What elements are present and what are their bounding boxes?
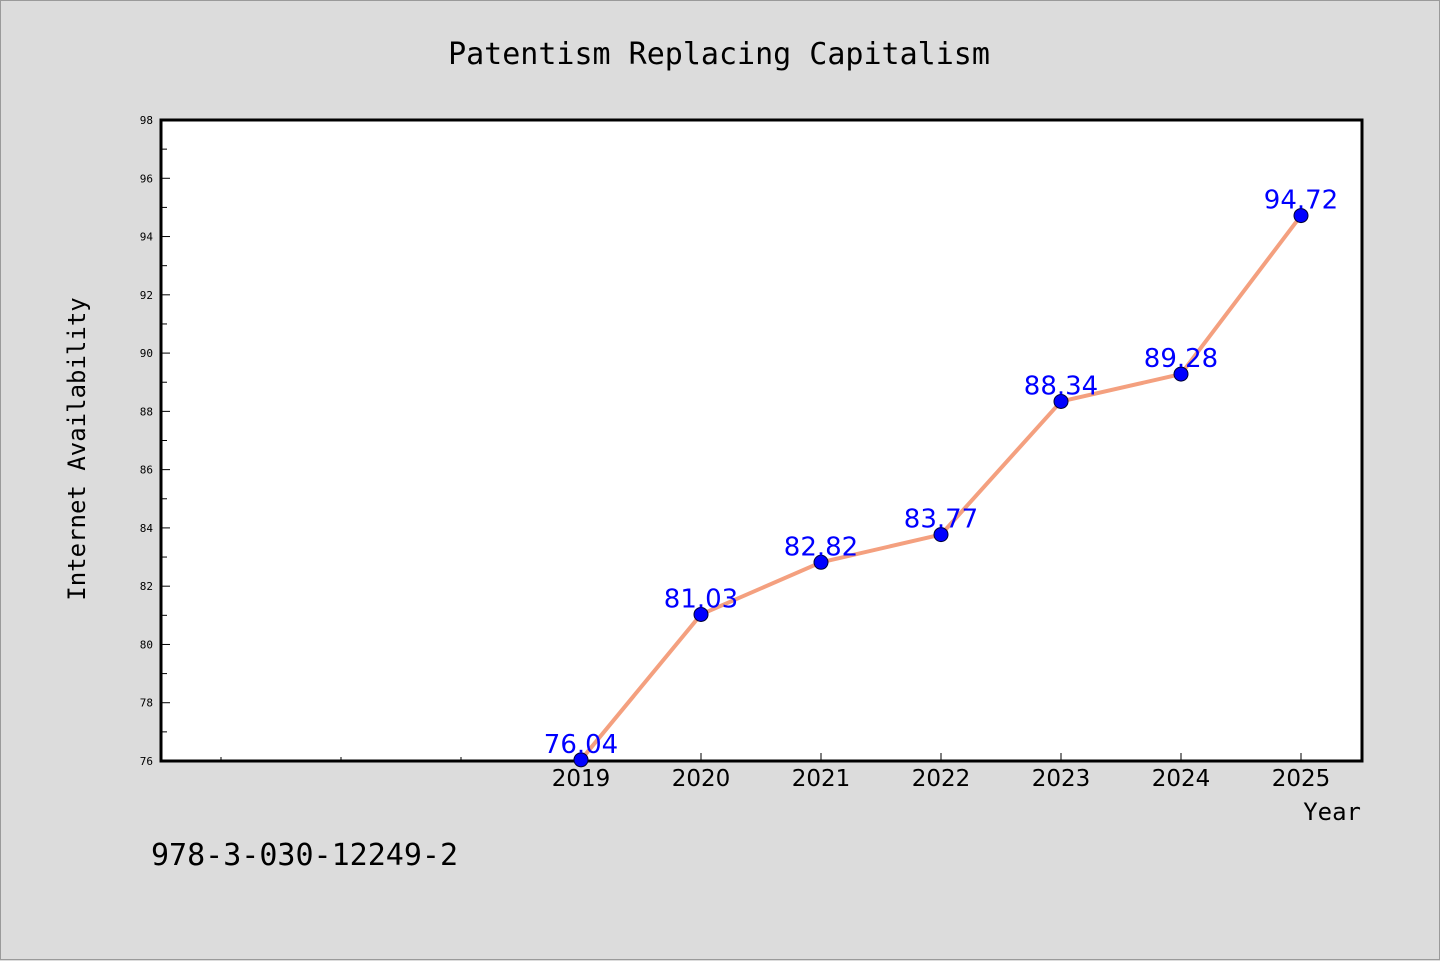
data-label: 81.03 [664, 584, 738, 614]
data-point [813, 554, 829, 570]
x-tick-label: 2020 [672, 766, 731, 792]
y-tick-label: 78 [140, 697, 153, 710]
footer-isbn: 978-3-030-12249-2 [151, 838, 458, 873]
y-tick-label: 84 [140, 522, 154, 535]
data-point [573, 752, 589, 768]
y-tick-label: 86 [140, 464, 153, 477]
data-label: 76.04 [544, 730, 618, 760]
y-tick-label: 80 [140, 638, 153, 651]
data-point [1293, 208, 1309, 224]
y-tick-label: 92 [140, 289, 153, 302]
y-axis-title: Internet Availability [63, 297, 91, 600]
data-point [933, 527, 949, 543]
series [573, 208, 1309, 768]
x-tick-label: 2023 [1032, 766, 1091, 792]
y-tick-label: 82 [140, 580, 153, 593]
y-tick-label: 94 [140, 231, 154, 244]
x-axis: 2019 2020 2021 2022 2023 2024 2025 [220, 753, 1331, 792]
x-tick-label: 2019 [552, 766, 611, 792]
data-label: 89.28 [1144, 344, 1218, 374]
data-point [1053, 393, 1069, 409]
y-tick-label: 76 [140, 755, 153, 768]
x-tick-label: 2021 [792, 766, 851, 792]
y-tick-label: 88 [140, 405, 153, 418]
y-tick-label: 90 [140, 347, 153, 360]
x-tick-label: 2024 [1152, 766, 1211, 792]
y-axis: 76 78 80 82 84 86 88 90 92 94 96 98 [140, 114, 170, 768]
data-label: 83.77 [904, 505, 978, 535]
data-point [1173, 366, 1189, 382]
data-label: 94.72 [1264, 186, 1338, 216]
x-tick-label: 2025 [1272, 766, 1331, 792]
data-labels: 76.04 81.03 82.82 83.77 88.34 89.28 94.72 [544, 186, 1338, 760]
x-axis-title: Year [1303, 798, 1361, 826]
data-label: 82.82 [784, 532, 858, 562]
x-tick-label: 2022 [912, 766, 971, 792]
y-tick-label: 96 [140, 172, 153, 185]
data-label: 88.34 [1024, 371, 1098, 401]
chart-title: Patentism Replacing Capitalism [448, 37, 990, 72]
y-tick-label: 98 [140, 114, 153, 127]
plot-area [159, 118, 1364, 763]
data-point [693, 606, 709, 622]
